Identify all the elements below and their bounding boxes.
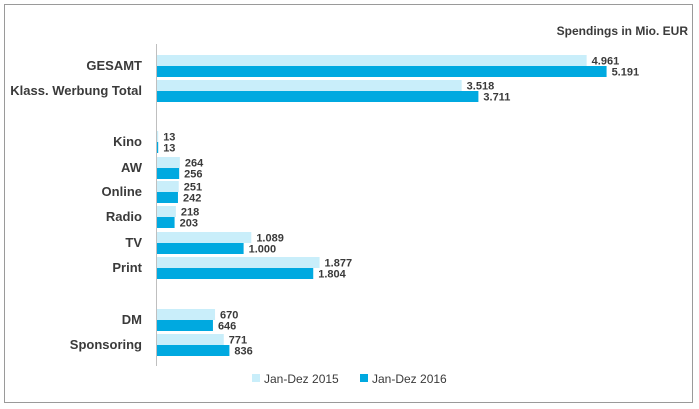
bar-print-2016	[157, 268, 314, 279]
bar-print-2015	[157, 257, 320, 268]
data-label-print-2015: 1.877	[325, 258, 353, 270]
bar-radio-2015	[157, 206, 176, 217]
category-label-print: Print	[112, 260, 142, 275]
data-label-tv-2015: 1.089	[256, 233, 284, 245]
bar-klass-werbung-total-2015	[157, 80, 462, 91]
bar-online-2016	[157, 192, 178, 203]
bar-tv-2016	[157, 243, 244, 254]
data-label-online-2015: 251	[184, 182, 202, 194]
bar-radio-2016	[157, 217, 175, 228]
category-label-gesamt: GESAMT	[86, 58, 142, 73]
category-label-radio: Radio	[106, 209, 142, 224]
legend-label-2015: Jan-Dez 2015	[264, 372, 339, 386]
bar-aw-2016	[157, 168, 180, 179]
category-label-dm: DM	[122, 312, 142, 327]
data-label-print-2016: 1.804	[318, 269, 346, 281]
bar-dm-2016	[157, 320, 213, 331]
bar-gesamt-2016	[157, 66, 607, 77]
data-label-sponsoring-2015: 771	[229, 335, 247, 347]
category-label-kino: Kino	[113, 134, 142, 149]
bar-online-2015	[157, 181, 179, 192]
data-label-aw-2016: 256	[184, 169, 202, 181]
legend-swatch-2015	[252, 374, 260, 382]
data-label-sponsoring-2016: 836	[234, 346, 252, 358]
data-label-radio-2016: 203	[180, 218, 198, 230]
bar-tv-2015	[157, 232, 252, 243]
bar-klass-werbung-total-2016	[157, 91, 479, 102]
data-label-radio-2015: 218	[181, 207, 199, 219]
bar-gesamt-2015	[157, 55, 587, 66]
bar-sponsoring-2015	[157, 334, 224, 345]
data-label-tv-2016: 1.000	[249, 244, 277, 256]
bar-aw-2015	[157, 157, 180, 168]
data-label-kino-2016: 13	[163, 143, 175, 155]
bar-kino-2015	[157, 131, 159, 142]
data-label-online-2016: 242	[183, 193, 201, 205]
unit-label: Spendings in Mio. EUR	[557, 24, 689, 38]
category-label-klass-werbung-total: Klass. Werbung Total	[10, 83, 142, 98]
legend-swatch-2016	[360, 374, 368, 382]
data-label-gesamt-2016: 5.191	[612, 67, 640, 79]
data-label-klass-werbung-total-2015: 3.518	[467, 81, 495, 93]
data-label-gesamt-2015: 4.961	[592, 56, 620, 68]
bar-sponsoring-2016	[157, 345, 230, 356]
bar-dm-2015	[157, 309, 216, 320]
data-label-kino-2015: 13	[163, 132, 175, 144]
category-label-sponsoring: Sponsoring	[70, 337, 142, 352]
bar-kino-2016	[157, 142, 159, 153]
data-label-aw-2015: 264	[185, 158, 204, 170]
category-label-online: Online	[102, 184, 142, 199]
category-label-aw: AW	[121, 160, 143, 175]
data-label-klass-werbung-total-2016: 3.711	[483, 92, 510, 104]
data-label-dm-2016: 646	[218, 321, 236, 333]
legend-label-2016: Jan-Dez 2016	[372, 372, 447, 386]
data-label-dm-2015: 670	[220, 310, 238, 322]
category-label-tv: TV	[125, 235, 142, 250]
